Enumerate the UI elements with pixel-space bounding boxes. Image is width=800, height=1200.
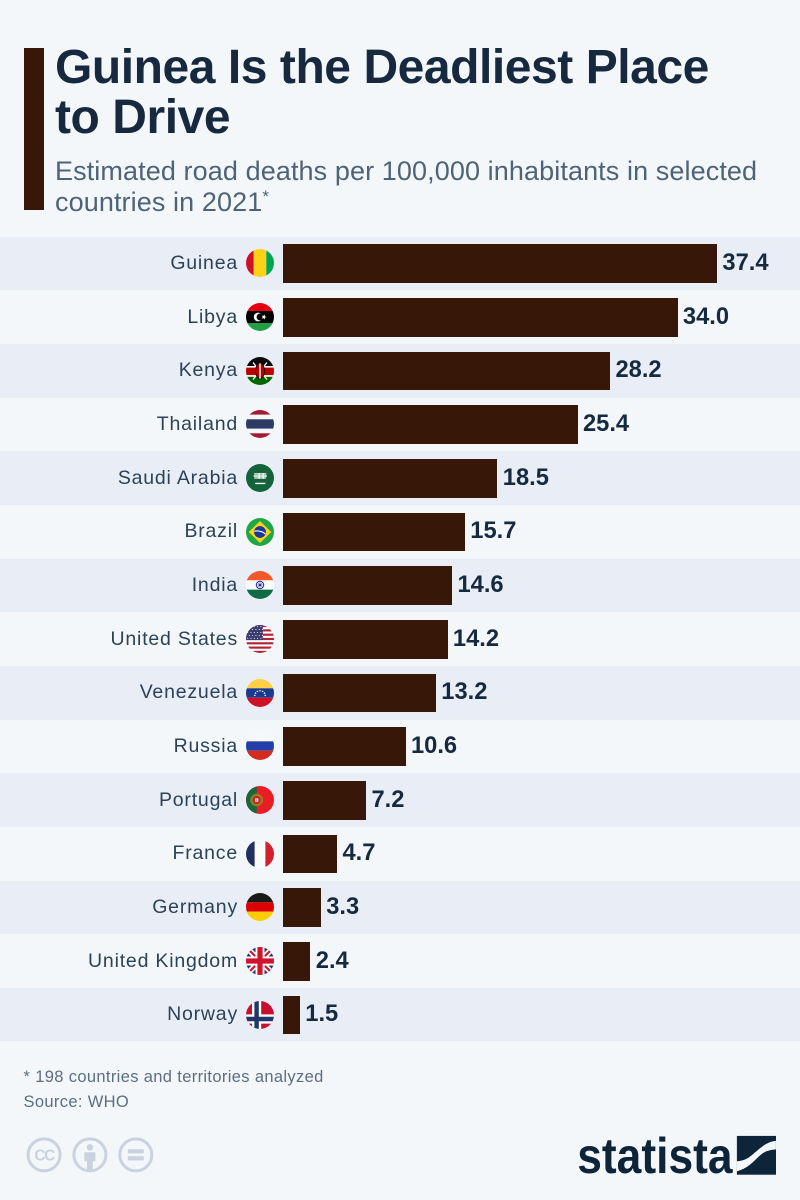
svg-text:statista: statista — [577, 1130, 733, 1180]
svg-text:CC: CC — [34, 1147, 55, 1164]
